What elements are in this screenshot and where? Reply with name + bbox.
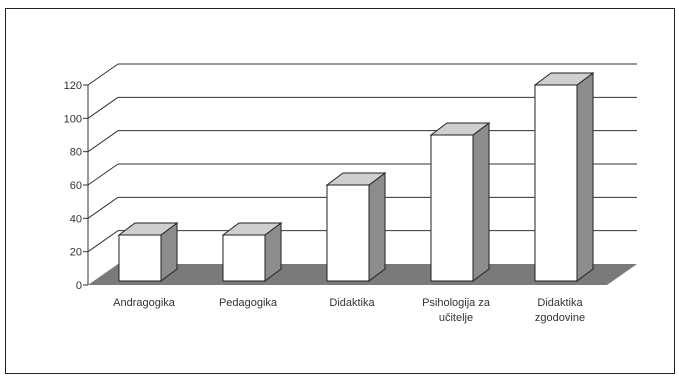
bar-front [118,234,162,282]
category-label: Didaktika [329,297,375,309]
bar-front [326,184,370,282]
y-tick-label: 120 [64,80,82,92]
bars [117,72,595,282]
bar [429,122,491,282]
category-label: Pedagogika [219,297,278,309]
bar-front [222,234,266,282]
y-tick-label: 100 [64,113,82,125]
category-label: Andragogika [113,297,176,309]
category-label: Psihologija za učitelje [422,297,491,324]
bar [221,222,283,282]
y-tick-label: 40 [70,213,82,225]
bar-front [534,84,578,282]
y-tick-label: 60 [70,180,82,192]
bar-front [430,134,474,282]
category-labels: Andragogika Pedagogika Didaktika Psihologij… [113,297,585,324]
gridline-diagonal [87,63,119,86]
bar-side [576,72,594,282]
bar [325,172,387,282]
y-tick-label: 20 [70,247,82,259]
gridline-diagonal [87,163,119,186]
bar [533,72,595,282]
y-axis: 0 20 40 60 80 100 120 [64,80,89,292]
bar-side [472,122,490,282]
y-tick-label: 80 [70,147,82,159]
category-label: Didaktika zgodovine [535,297,585,324]
y-tick-label: 0 [76,280,82,292]
gridline-diagonal [87,230,119,253]
bar [117,222,179,282]
gridline-diagonal [87,96,119,119]
gridline-diagonal [87,130,119,153]
bar-side [368,172,386,282]
gridline-diagonal [87,196,119,219]
